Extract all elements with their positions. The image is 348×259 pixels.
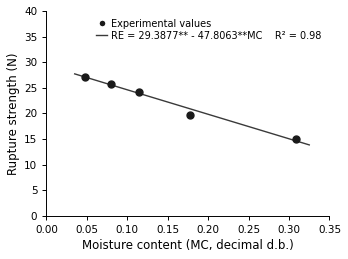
X-axis label: Moisture content (MC, decimal d.b.): Moisture content (MC, decimal d.b.) [82, 239, 294, 252]
Legend: Experimental values, RE = 29.3877** - 47.8063**MC    R² = 0.98: Experimental values, RE = 29.3877** - 47… [93, 16, 325, 44]
Point [188, 113, 193, 118]
Y-axis label: Rupture strength (N): Rupture strength (N) [7, 52, 20, 175]
Point [137, 90, 142, 95]
Point [82, 75, 88, 79]
Point [108, 82, 114, 86]
Point [293, 137, 298, 141]
